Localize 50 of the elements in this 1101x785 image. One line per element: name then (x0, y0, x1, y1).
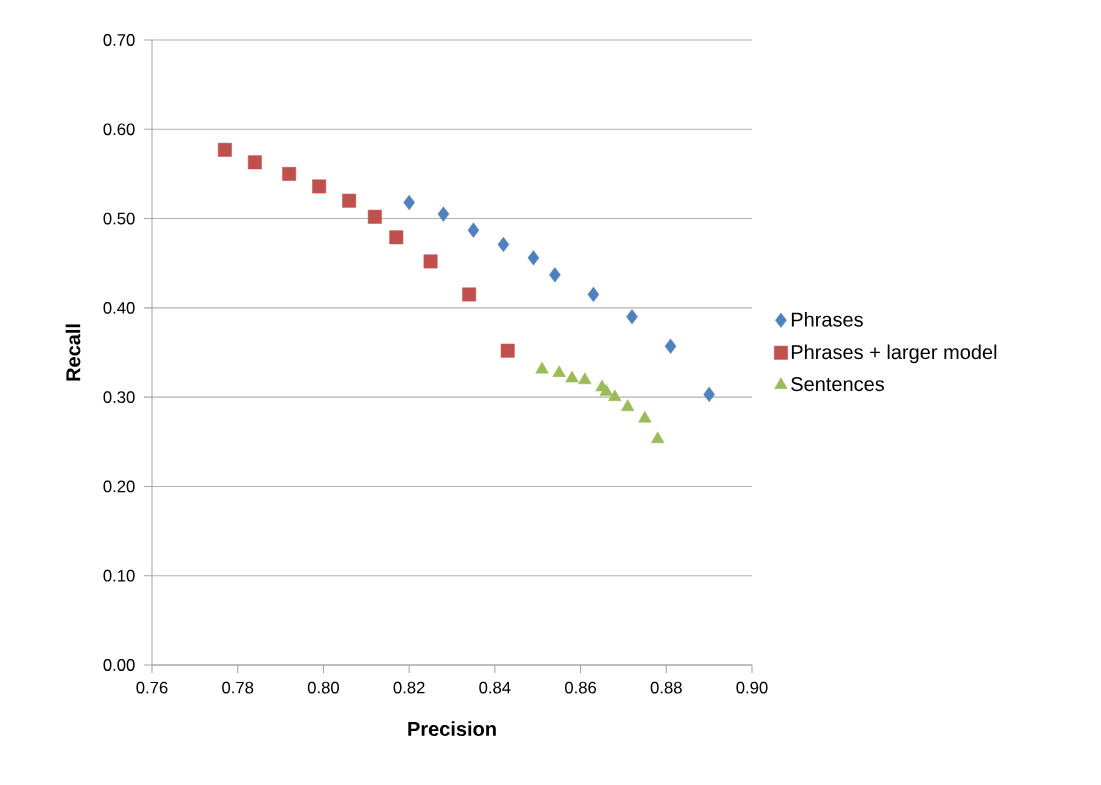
point (587, 286, 600, 303)
x-tick-label: 0.76 (136, 681, 168, 694)
point (638, 410, 652, 423)
x-tick-label: 0.78 (222, 681, 254, 694)
point (247, 155, 262, 170)
point (599, 384, 613, 396)
point (552, 365, 566, 377)
y-tick-label: 0.60 (103, 123, 135, 136)
x-tick-label: 0.82 (393, 681, 425, 694)
y-tick-label: 0.30 (103, 391, 135, 404)
point (578, 372, 592, 385)
y-tick-label: 0.20 (103, 480, 135, 493)
legend-label: Phrases (791, 312, 863, 327)
x-tick-label: 0.86 (565, 681, 597, 694)
point (423, 254, 438, 269)
y-tick-label: 0.50 (103, 212, 135, 225)
x-tick-label: 0.88 (650, 681, 682, 694)
legend-label: Sentences (791, 377, 885, 392)
legend-label: Phrases + larger model (791, 344, 997, 364)
point (549, 267, 561, 283)
point (403, 194, 415, 211)
point (500, 343, 515, 358)
point (651, 431, 665, 444)
point (626, 309, 638, 325)
point (535, 361, 549, 374)
point (565, 370, 579, 383)
y-tick-label: 0.10 (103, 569, 135, 582)
point (437, 206, 450, 222)
x-tick-label: 0.80 (307, 681, 339, 694)
point (664, 338, 677, 354)
y-tick-label: 0.00 (103, 659, 135, 671)
point (282, 166, 297, 181)
point (608, 389, 622, 402)
x-tick-label: 0.84 (479, 681, 511, 694)
x-tick-label: 0.90 (736, 681, 768, 694)
y-tick-label: 0.40 (103, 301, 135, 314)
point (527, 250, 540, 266)
y-axis-title: Recall (65, 324, 81, 381)
point (467, 222, 480, 238)
point (312, 179, 327, 194)
point (367, 209, 382, 224)
point (342, 193, 357, 208)
point (389, 230, 404, 245)
point (462, 287, 477, 302)
point (497, 236, 510, 253)
point (217, 142, 232, 157)
point (703, 386, 715, 403)
x-axis-title: Precision (408, 721, 496, 736)
point (621, 399, 635, 411)
y-tick-label: 0.70 (103, 34, 135, 46)
